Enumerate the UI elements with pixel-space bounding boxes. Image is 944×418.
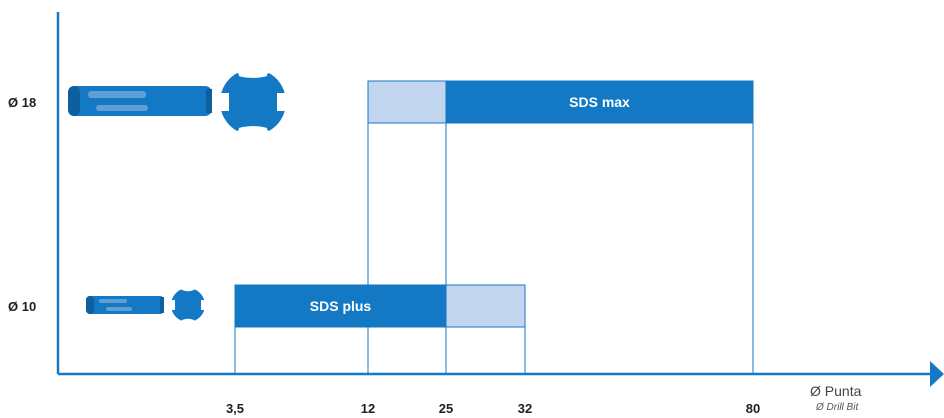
x-axis-title: Ø Punta — [810, 383, 862, 399]
x-tick-label: 25 — [439, 401, 453, 416]
row-label: Ø 18 — [8, 95, 36, 110]
guide-lines — [234, 123, 754, 374]
x-tick-label: 3,5 — [226, 401, 244, 416]
x-tick-label: 80 — [746, 401, 760, 416]
bar-sds-plus — [234, 284, 447, 328]
bar-extension — [367, 80, 447, 124]
x-axis-arrow-icon — [930, 361, 944, 387]
sds-max-cross-section-icon — [218, 69, 288, 135]
bar-sds-max — [445, 80, 754, 124]
bar-extension — [445, 284, 526, 328]
sds-plus-shank-icon — [86, 296, 164, 314]
bar-label: SDS plus — [310, 298, 372, 314]
sds-max-shank-icon — [68, 86, 212, 116]
bar-label: SDS max — [569, 94, 630, 110]
x-tick-label: 12 — [361, 401, 375, 416]
x-axis-subtitle: Ø Drill Bit — [815, 402, 859, 413]
x-tick-label: 32 — [518, 401, 532, 416]
tick-labels: 3,5 12 25 32 80 — [226, 401, 760, 416]
bars-group: SDS max SDS plus — [234, 80, 754, 328]
row-labels: Ø 18 Ø 10 — [8, 95, 36, 314]
row-label: Ø 10 — [8, 299, 36, 314]
sds-plus-cross-section-icon — [169, 286, 207, 324]
